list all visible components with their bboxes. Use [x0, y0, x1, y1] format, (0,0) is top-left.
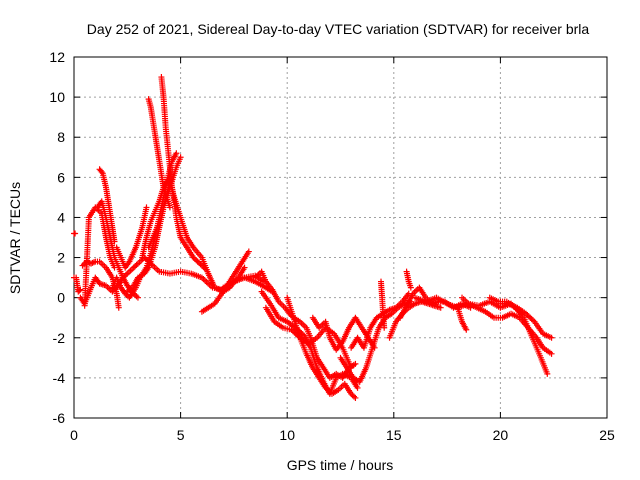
- data-point: [90, 259, 97, 266]
- data-point: [115, 304, 122, 311]
- x-tick-label: 15: [386, 427, 402, 443]
- chart-title: Day 252 of 2021, Sidereal Day-to-day VTE…: [87, 21, 590, 37]
- axis-ticks: 0 5 10 15 20 25 -6 -4 -2 0 2 4 6 8 10 12: [49, 49, 615, 443]
- data-point: [381, 324, 388, 331]
- y-tick-label: 0: [57, 290, 65, 306]
- series-track-9: [113, 204, 150, 271]
- x-tick-label: 25: [599, 427, 615, 443]
- y-tick-label: 8: [57, 129, 65, 145]
- y-axis-label: SDTVAR / TECUs: [7, 182, 23, 294]
- data-point: [72, 230, 79, 237]
- data-point: [544, 370, 551, 377]
- y-tick-label: -2: [53, 330, 66, 346]
- data-point: [548, 350, 555, 357]
- series-track-11: [139, 174, 173, 261]
- data-point: [407, 284, 414, 291]
- y-tick-label: 4: [57, 209, 65, 225]
- data-point: [173, 150, 180, 157]
- data-point: [352, 394, 359, 401]
- series-track-27: [403, 268, 414, 291]
- data-point: [177, 154, 184, 161]
- series-track-13: [145, 96, 173, 211]
- plot-frame: [73, 56, 608, 419]
- x-tick-label: 20: [493, 427, 509, 443]
- series-track-14: [158, 74, 210, 273]
- data-point: [166, 204, 173, 211]
- data-point: [89, 259, 96, 266]
- data-point: [77, 286, 84, 293]
- y-tick-label: -6: [53, 410, 66, 426]
- series-track-29: [454, 304, 470, 333]
- data-point: [437, 304, 444, 311]
- y-tick-label: 6: [57, 169, 65, 185]
- data-point: [548, 334, 555, 341]
- data-point: [98, 168, 105, 175]
- data-point: [241, 264, 248, 271]
- series-track-15: [198, 248, 252, 315]
- series-track-24: [378, 278, 388, 331]
- data-point: [134, 294, 141, 301]
- x-tick-label: 10: [279, 427, 295, 443]
- y-tick-label: 2: [57, 250, 65, 266]
- data-points: [71, 74, 555, 401]
- data-point: [111, 238, 118, 245]
- x-tick-label: 5: [177, 427, 185, 443]
- series-track-1: [71, 230, 79, 237]
- data-point: [245, 248, 252, 255]
- y-tick-label: -4: [53, 370, 66, 386]
- x-tick-label: 0: [70, 427, 78, 443]
- series-track-7: [96, 166, 118, 245]
- series-track-32: [497, 300, 555, 341]
- data-point: [352, 360, 359, 367]
- data-point: [76, 287, 83, 294]
- series-track-2: [71, 274, 84, 295]
- data-point: [203, 266, 210, 273]
- data-point: [143, 204, 150, 211]
- x-axis-label: GPS time / hours: [287, 457, 394, 473]
- y-tick-label: 12: [49, 49, 65, 65]
- series-track-20: [284, 294, 359, 401]
- data-point: [463, 326, 470, 333]
- data-point: [354, 384, 361, 391]
- y-tick-label: 10: [49, 89, 65, 105]
- series-track-23: [348, 290, 412, 351]
